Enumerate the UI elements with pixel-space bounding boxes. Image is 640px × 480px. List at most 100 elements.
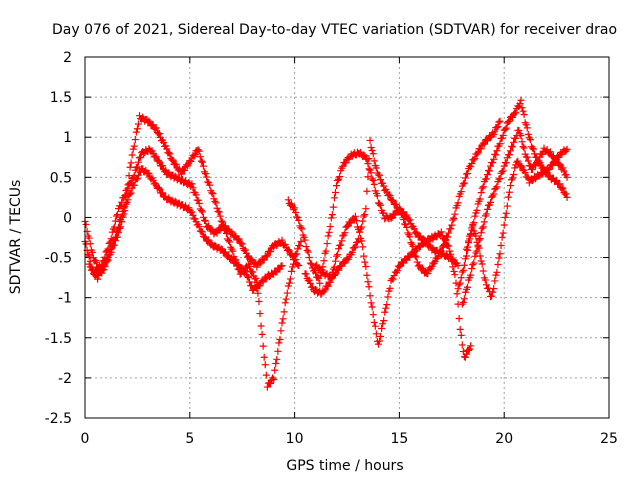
data-point [202, 170, 210, 178]
data-point [372, 330, 380, 338]
data-point [335, 266, 343, 274]
data-point [457, 188, 465, 196]
data-point [94, 275, 102, 283]
data-point [464, 169, 472, 177]
data-point [472, 232, 480, 240]
data-point [380, 317, 388, 325]
data-point [521, 169, 529, 177]
data-point [108, 241, 116, 249]
data-point [465, 346, 473, 354]
data-point [391, 211, 399, 219]
data-point [454, 285, 462, 293]
data-point [274, 347, 282, 355]
data-point [462, 350, 470, 358]
data-point [216, 212, 224, 220]
data-point [415, 261, 423, 269]
data-point [199, 213, 207, 221]
data-point [262, 253, 270, 261]
data-point [215, 208, 223, 216]
data-point [256, 310, 264, 318]
data-point [272, 360, 280, 368]
data-point [496, 175, 504, 183]
y-tick-label: -2 [58, 371, 72, 387]
data-point [326, 223, 334, 231]
data-point [295, 262, 303, 270]
data-point [303, 246, 311, 254]
data-point [297, 224, 305, 232]
data-point [399, 211, 407, 219]
data-point [355, 235, 363, 243]
data-point [350, 244, 358, 252]
y-tick-label: -0.5 [45, 251, 72, 267]
data-point [457, 274, 465, 282]
data-point [211, 197, 219, 205]
data-point [270, 243, 278, 251]
data-point [131, 136, 139, 144]
data-point [477, 145, 485, 153]
data-point [104, 253, 112, 261]
data-point [381, 308, 389, 316]
data-point [280, 308, 288, 316]
data-point [458, 300, 466, 308]
data-point [352, 217, 360, 225]
data-point [202, 217, 210, 225]
data-point [221, 248, 229, 256]
series-track-i [462, 145, 571, 301]
data-point [188, 208, 196, 216]
data-point [155, 158, 163, 166]
data-point [379, 320, 387, 328]
data-point [460, 261, 468, 269]
y-tick-labels: -2.5 -2 -1.5 -1 -0.5 0 0.5 1 1.5 2 [45, 50, 72, 427]
data-point [262, 371, 270, 379]
data-point [127, 189, 135, 197]
data-point [297, 238, 305, 246]
data-point [461, 174, 469, 182]
data-point [458, 341, 466, 349]
data-point [191, 151, 199, 159]
data-point [266, 380, 274, 388]
data-point [460, 179, 468, 187]
data-point [284, 246, 292, 254]
data-point [495, 118, 503, 126]
data-point [248, 282, 256, 290]
data-point [538, 171, 546, 178]
x-tick-label: 15 [390, 431, 408, 447]
y-tick-label: -2.5 [45, 411, 72, 427]
data-point [123, 186, 131, 194]
data-point [358, 223, 366, 231]
data-point [194, 196, 202, 204]
data-point [302, 243, 310, 251]
data-point [364, 278, 372, 286]
data-point [437, 228, 445, 236]
data-point [483, 205, 491, 213]
data-point [366, 136, 374, 144]
data-point [305, 276, 313, 284]
data-point [470, 156, 478, 164]
data-point [386, 284, 394, 292]
data-point [331, 189, 339, 197]
data-point [253, 279, 261, 287]
data-point [500, 221, 508, 229]
data-point [231, 255, 239, 263]
data-point [499, 167, 507, 175]
data-point [505, 151, 513, 159]
data-point [320, 257, 328, 265]
data-point [490, 155, 498, 163]
data-point [177, 170, 185, 178]
data-point [518, 104, 526, 112]
data-point [477, 189, 485, 197]
data-point [316, 279, 324, 287]
data-point [387, 214, 395, 222]
data-point [261, 361, 269, 369]
data-point [302, 270, 310, 278]
data-point [449, 263, 457, 271]
data-point [369, 176, 377, 184]
data-point [470, 219, 478, 227]
data-point [254, 289, 262, 297]
data-point [459, 298, 467, 306]
data-point [166, 150, 174, 158]
data-point [468, 265, 476, 273]
data-point [181, 166, 189, 174]
data-point [198, 158, 206, 166]
data-point [306, 279, 314, 287]
